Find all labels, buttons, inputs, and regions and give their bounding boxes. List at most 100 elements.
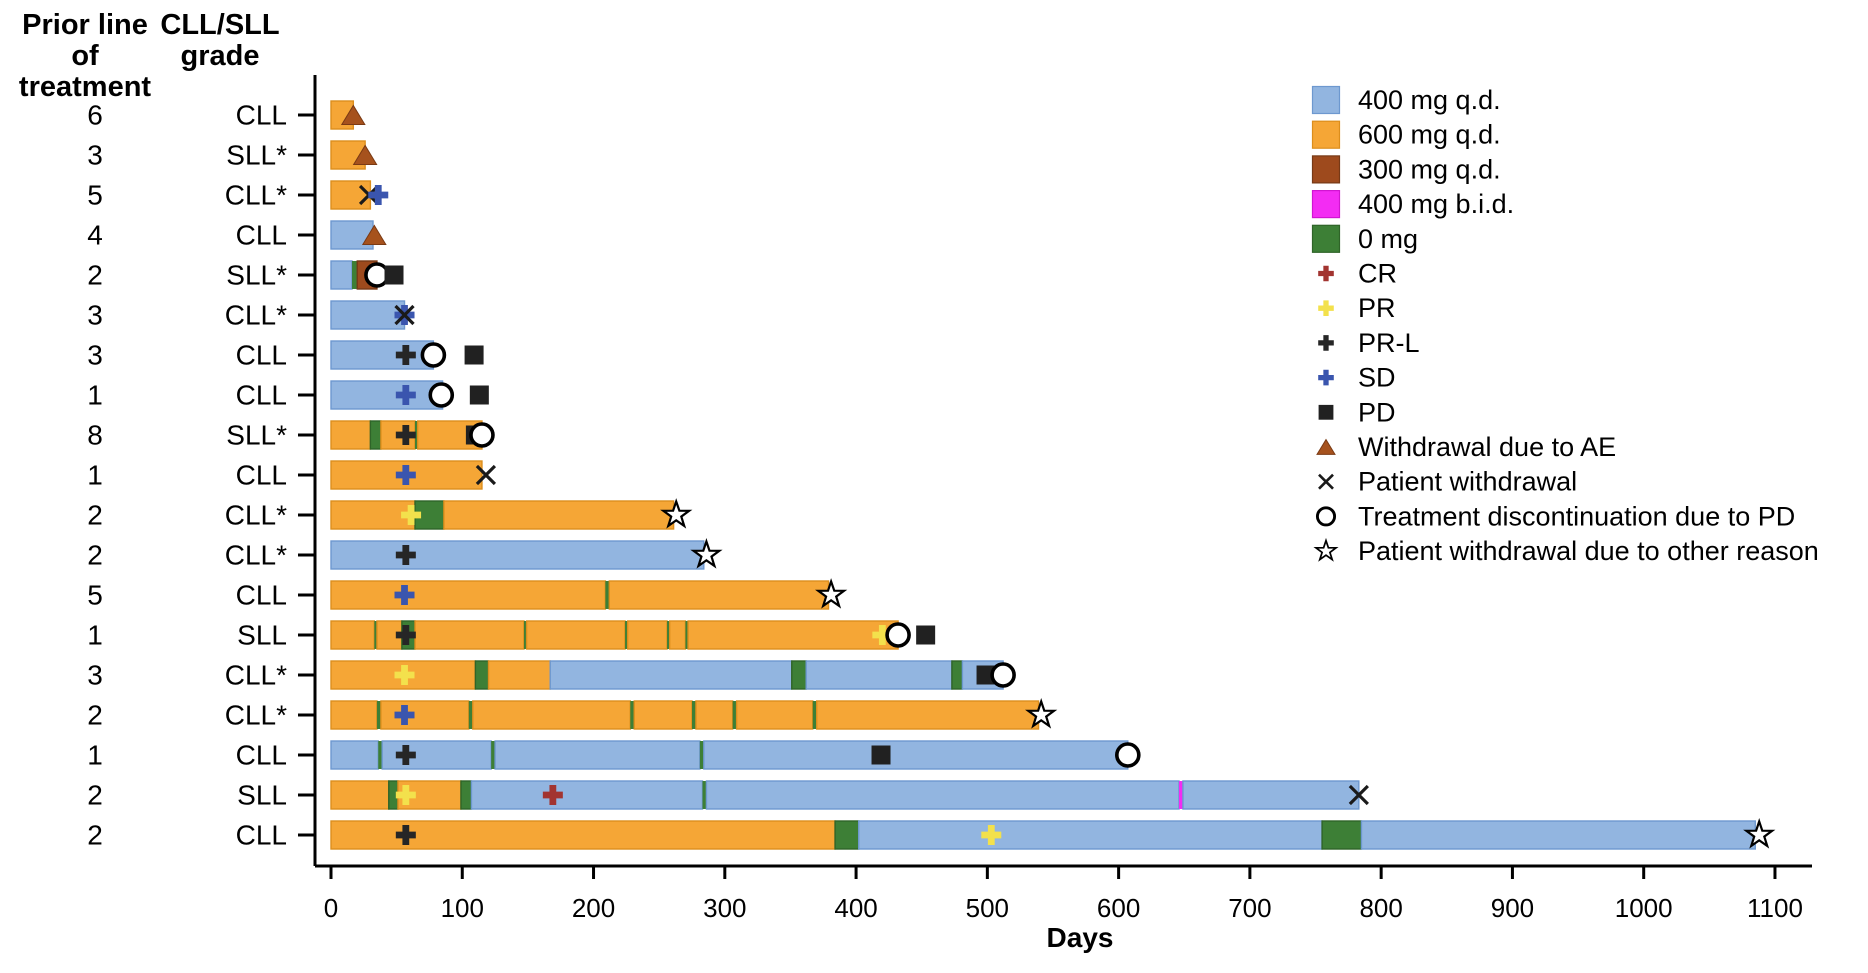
dose-segment-0 — [468, 701, 473, 729]
legend-swatch-400mg — [1311, 85, 1341, 115]
dose-segment-400 — [470, 780, 704, 810]
dose-segment-400 — [805, 660, 953, 690]
dose-segment-600 — [443, 500, 675, 530]
marker-TD-icon — [420, 342, 447, 368]
marker-SD-icon — [368, 185, 389, 205]
row-label-prior-line: 3 — [87, 340, 103, 371]
dose-segment-400 — [330, 340, 435, 370]
marker-OTHER-icon — [1025, 698, 1058, 729]
dose-segment-600 — [525, 620, 626, 650]
marker-AE-icon — [1316, 438, 1336, 455]
patient-row: 4 CLL — [87, 220, 387, 251]
row-label-prior-line: 2 — [87, 540, 103, 571]
marker-PD-icon — [976, 665, 996, 685]
marker-PRL-icon — [395, 345, 416, 365]
row-label-prior-line: 2 — [87, 700, 103, 731]
dose-segment-400bid — [1179, 781, 1183, 809]
row-label-prior-line: 3 — [87, 140, 103, 171]
patient-row: 1 CLL — [87, 460, 497, 491]
marker-OTHER-icon — [690, 538, 723, 569]
row-label-prior-line: 8 — [87, 420, 103, 451]
patient-row: 8 SLL* — [87, 420, 495, 451]
marker-AE-icon — [361, 224, 387, 245]
marker-PRL-icon — [1318, 335, 1334, 351]
dose-segment-0 — [460, 780, 473, 810]
dose-segment-0 — [1321, 820, 1363, 850]
x-axis-title: Days — [1046, 922, 1114, 953]
dose-segment-400 — [330, 540, 705, 570]
row-label-prior-line: 2 — [87, 820, 103, 851]
axes: 0 100 200 300 400 500 600 700 800 900 1000 1100 — [313, 75, 1812, 923]
x-axis-tick-label: 100 — [441, 893, 484, 923]
dose-segment-600 — [330, 620, 376, 650]
patient-row: 3 CLL* — [87, 660, 1016, 691]
legend-label: 600 mg q.d. — [1358, 120, 1501, 150]
marker-CR-icon — [1318, 265, 1334, 282]
row-label-prior-line: 3 — [87, 660, 103, 691]
row-label-grade: CLL — [236, 380, 287, 411]
marker-TD-icon — [1115, 742, 1141, 768]
x-axis-tick-label: 600 — [1097, 893, 1140, 923]
column-header-prior-line: Prior line of treatment — [6, 10, 164, 103]
marker-SD-icon — [394, 585, 415, 605]
legend-label: 400 mg q.d. — [1358, 85, 1501, 115]
marker-PR-icon — [1318, 300, 1334, 316]
row-label-prior-line: 3 — [87, 300, 103, 331]
row-label-grade: SLL* — [226, 140, 287, 171]
dose-segment-400 — [1360, 820, 1756, 850]
row-label-grade: CLL* — [225, 540, 287, 571]
row-label-prior-line: 1 — [87, 740, 103, 771]
row-label-prior-line: 5 — [87, 180, 103, 211]
dose-segment-600 — [330, 420, 372, 450]
patient-row: 3 CLL — [87, 340, 484, 371]
patient-row: 2 CLL* — [87, 698, 1058, 731]
marker-OTHER-icon — [1313, 537, 1339, 562]
marker-TD-icon — [885, 622, 911, 648]
dose-segment-0 — [685, 621, 689, 649]
column-header-prior-line-line1: Prior line — [22, 9, 148, 41]
marker-PW-icon — [1318, 473, 1334, 490]
dose-segment-0 — [415, 421, 418, 449]
marker-PR-icon — [395, 785, 416, 805]
marker-PR-icon — [394, 665, 415, 685]
marker-PD-icon — [1318, 404, 1334, 420]
marker-OTHER-icon — [1743, 818, 1776, 849]
dose-segment-600 — [472, 700, 631, 730]
x-axis-tick-label: 1100 — [1747, 893, 1803, 923]
row-label-grade: CLL* — [225, 300, 287, 331]
x-axis-tick-label: 200 — [572, 893, 615, 923]
row-label-grade: CLL — [236, 340, 287, 371]
dose-segment-0 — [352, 261, 358, 289]
dose-segment-0 — [812, 701, 817, 729]
row-label-grade: CLL — [236, 460, 287, 491]
patient-row: 3 SLL* — [87, 140, 378, 171]
dose-segment-600 — [735, 700, 814, 730]
x-axis-tick-label: 700 — [1228, 893, 1271, 923]
marker-TD-icon — [1315, 506, 1337, 527]
legend-swatch-0mg — [1311, 224, 1341, 253]
legend-label: Treatment discontinuation due to PD — [1358, 501, 1795, 531]
row-label-grade: SLL* — [226, 260, 287, 291]
row-label-prior-line: 2 — [87, 260, 103, 291]
marker-PD-icon — [916, 625, 936, 645]
legend-label: CR — [1358, 259, 1397, 289]
x-axis-tick-label: 500 — [966, 893, 1009, 923]
patient-row: 3 CLL* — [87, 300, 415, 331]
row-label-grade: CLL* — [225, 700, 287, 731]
row-label-prior-line: 4 — [87, 220, 103, 251]
patient-row: 1 CLL — [87, 740, 1141, 771]
patient-row: 6 CLL — [87, 100, 366, 131]
patient-row: 2 CLL* — [87, 498, 693, 531]
dose-segment-0 — [369, 420, 382, 450]
x-axis-tick-label: 800 — [1359, 893, 1402, 923]
dose-segment-400 — [703, 740, 1129, 770]
legend-label: Patient withdrawal — [1358, 467, 1577, 497]
dose-segment-400 — [494, 740, 701, 770]
marker-PW-icon — [1348, 784, 1369, 806]
x-axis-tick-label: 900 — [1491, 893, 1534, 923]
dose-segment-600 — [330, 580, 607, 610]
legend-label: SD — [1358, 363, 1396, 393]
legend-label: PR-L — [1358, 328, 1420, 358]
dose-segment-600 — [815, 700, 1040, 730]
row-label-prior-line: 1 — [87, 380, 103, 411]
